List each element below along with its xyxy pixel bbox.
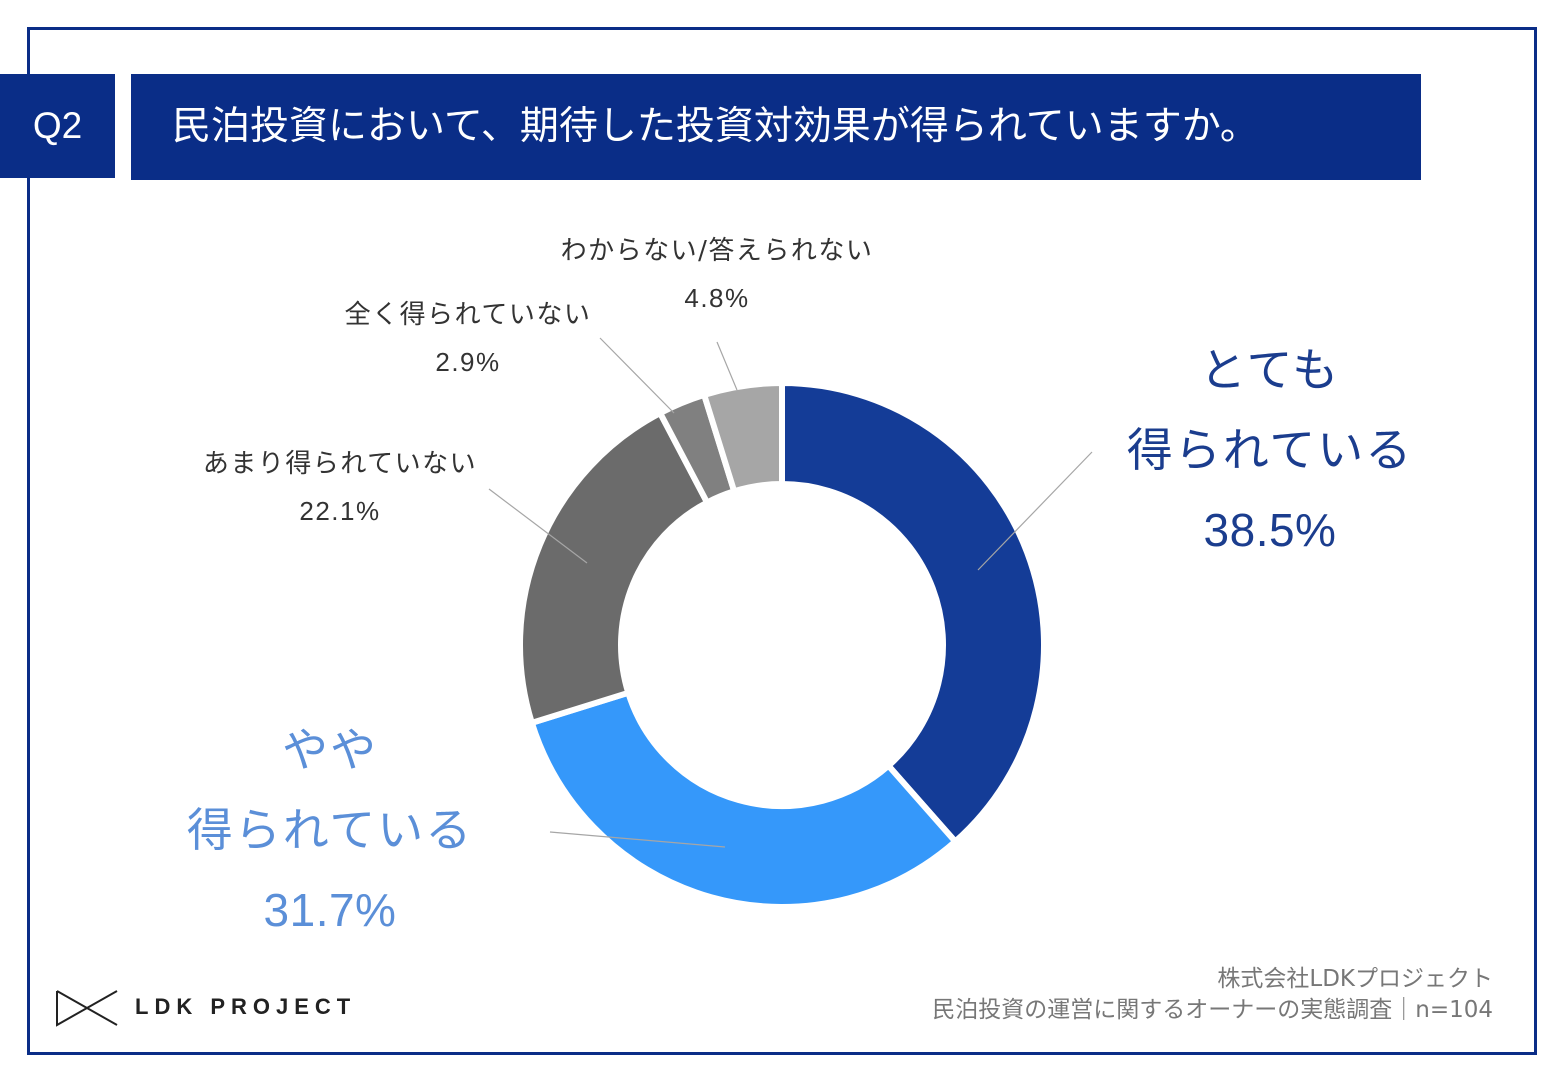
source-note: 株式会社LDKプロジェクト 民泊投資の運営に関するオーナーの実態調査｜n=104 [932,964,1493,1026]
slice-label-dont-know: わからない/答えられない 4.8% [542,228,892,322]
leader-line-not-much [488,488,588,564]
survey-note: 民泊投資の運営に関するオーナーの実態調査｜n=104 [932,997,1493,1023]
question-title-bar: 民泊投資において、期待した投資対効果が得られていますか。 [131,74,1421,180]
slice-label-line: 得られている [1126,423,1414,477]
slice-label-not-at-all: 全く得られていない 2.9% [318,292,618,386]
slice-value-label: 2.9% [435,347,501,377]
slice-label-very-much: とても 得られている 38.5% [1100,330,1440,570]
slice-label-line: 全く得られていない [344,300,592,330]
donut-slice-dont-know [700,379,785,496]
leader-line-very-much [977,451,1093,571]
logo-text: LDK PROJECT [135,994,357,1019]
slice-value-label: 38.5% [1203,504,1337,556]
slice-label-line: 得られている [186,803,474,857]
donut-slices [517,379,1047,910]
slice-label-not-much: あまり得られていない 22.1% [190,441,490,535]
slice-label-line: わからない/答えられない [560,236,874,266]
slice-label-line: あまり得られていない [202,449,478,479]
question-number-badge: Q2 [0,74,115,178]
company-name: 株式会社LDKプロジェクト [1217,966,1493,992]
leader-line-somewhat [549,831,726,848]
leader-line-not-at-all [599,337,675,414]
chart-title: 民泊投資において、期待した投資対効果が得られていますか。 [172,104,1259,149]
donut-slice-very-much [779,379,1047,846]
leader-line-dont-know [716,341,738,391]
leader-lines [488,337,1093,848]
slice-value-label: 31.7% [263,884,397,936]
page-frame [27,27,1537,1055]
donut-slice-not-much [517,409,712,727]
ldk-project-logo-icon [56,990,118,1027]
slice-label-somewhat: やや 得られている 31.7% [160,710,500,950]
slice-value-label: 22.1% [299,496,381,526]
slice-value-label: 4.8% [684,283,750,313]
slice-label-line: やや [282,723,378,777]
question-number: Q2 [32,105,83,146]
donut-slice-somewhat [528,689,960,910]
slice-label-line: とても [1199,343,1341,397]
